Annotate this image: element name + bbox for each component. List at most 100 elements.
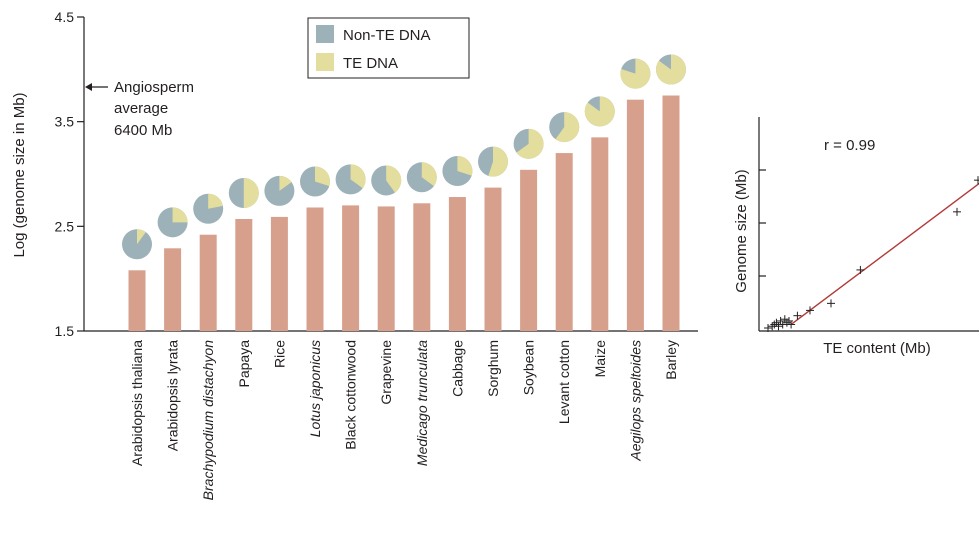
legend-box — [307, 17, 470, 79]
pie-chart — [656, 54, 686, 85]
pie-slice-te — [243, 178, 259, 209]
pie-slice-te — [421, 162, 437, 187]
pie-slice-te — [315, 166, 330, 187]
pie-slice-te — [386, 165, 402, 193]
pie-chart — [620, 58, 651, 89]
category-label: Levant cotton — [556, 340, 572, 424]
scatter-point — [827, 299, 835, 308]
pie-slice-te — [350, 164, 366, 189]
scatter-y-axis-title: Genome size (Mb) — [733, 169, 750, 292]
pie-chart — [157, 207, 188, 238]
bar — [270, 216, 288, 331]
category-label: Medicago trunculata — [414, 340, 430, 466]
scatter-point — [785, 316, 793, 325]
pie-chart — [193, 193, 224, 224]
scatter-points — [764, 176, 979, 332]
bar — [235, 219, 253, 331]
te-content-scatter-plot: Genome size (Mb) TE content (Mb) r = 0.9… — [733, 117, 979, 357]
category-label: Arabidopsis thaliana — [129, 340, 145, 466]
bar — [377, 206, 395, 331]
pie-chart — [478, 146, 509, 177]
bars — [128, 95, 680, 331]
legend-label-non-te: Non-TE DNA — [343, 27, 431, 44]
pie-slice-te — [584, 96, 615, 127]
reference-arrow-head — [85, 83, 92, 91]
category-label: Rice — [271, 340, 287, 368]
category-label: Cabbage — [449, 340, 465, 397]
bar — [199, 234, 217, 331]
bar-y-tick-label: 4.5 — [55, 9, 75, 25]
scatter-point — [787, 320, 796, 329]
pie-slice-te — [516, 128, 544, 159]
pie-chart — [442, 156, 473, 187]
scatter-point — [778, 320, 787, 329]
bar-y-ticks: 1.5 2.5 3.5 4.5 — [55, 9, 84, 339]
scatter-point — [772, 318, 781, 327]
category-label: Soybean — [521, 340, 537, 395]
pie-chart — [300, 166, 330, 197]
pie-slice-te — [555, 112, 580, 143]
pie-slice-te — [620, 58, 651, 89]
pie-chart — [513, 128, 544, 159]
pie-chart — [371, 165, 402, 196]
category-label: Papaya — [236, 340, 252, 388]
bar — [128, 270, 146, 331]
legend-swatch-non-te — [316, 25, 334, 43]
pie-chart — [584, 96, 615, 127]
legend: Non-TE DNA TE DNA — [307, 17, 470, 79]
annotation-line-3: 6400 Mb — [114, 122, 172, 139]
bar — [555, 153, 573, 331]
scatter-point — [793, 311, 802, 320]
pie-slice-te — [172, 207, 188, 223]
scatter-point — [780, 315, 789, 324]
category-label: Sorghum — [485, 340, 501, 397]
pie-slice-te — [488, 146, 509, 177]
scatter-point — [953, 207, 961, 216]
scatter-point — [806, 306, 814, 315]
bar — [306, 207, 324, 331]
pie-charts — [122, 54, 686, 260]
category-label: Lotus japonicus — [307, 340, 323, 437]
legend-label-te: TE DNA — [343, 55, 398, 72]
annotation-line-1: Angiosperm — [114, 79, 194, 96]
bar — [448, 197, 466, 331]
scatter-point — [974, 176, 979, 185]
category-label: Black cottonwood — [343, 340, 359, 450]
bar-y-tick-label: 1.5 — [55, 323, 75, 339]
angiosperm-average-annotation: Angiosperm average 6400 Mb — [85, 79, 194, 139]
pie-slice-te — [137, 229, 146, 245]
pie-slice-te — [457, 156, 473, 176]
scatter-point — [774, 322, 783, 331]
category-label: Brachypodium distachyon — [200, 340, 216, 501]
category-label: Maize — [592, 340, 608, 378]
scatter-x-axis-title: TE content (Mb) — [823, 340, 931, 357]
pie-chart — [122, 229, 152, 260]
bar-y-tick-label: 2.5 — [55, 218, 75, 234]
pie-slice-te — [279, 175, 292, 191]
correlation-annotation: r = 0.99 — [824, 137, 875, 154]
regression-line — [790, 182, 979, 326]
scatter-point — [776, 316, 785, 325]
category-label: Aegilops speltoides — [627, 340, 643, 462]
category-labels: Arabidopsis thaliana Arabidopsis lyrata Br… — [129, 340, 679, 501]
pie-chart — [335, 164, 366, 195]
annotation-line-2: average — [114, 100, 168, 117]
scatter-point — [764, 324, 772, 332]
legend-swatch-te — [316, 53, 334, 71]
bar — [484, 187, 502, 331]
bar — [164, 248, 182, 331]
category-label: Barley — [663, 340, 679, 380]
pie-chart — [549, 112, 580, 143]
scatter-point — [782, 318, 791, 327]
category-label: Arabidopsis lyrata — [165, 340, 181, 451]
bar — [342, 205, 360, 331]
bar — [591, 137, 609, 331]
bar-y-axis-title: Log (genome size in Mb) — [11, 92, 28, 257]
category-label: Grapevine — [378, 340, 394, 405]
genome-size-bar-chart: 1.5 2.5 3.5 4.5 Log (genome size in Mb) Ara… — [11, 9, 698, 500]
pie-chart — [406, 162, 437, 193]
scatter-point — [856, 265, 865, 274]
bar — [662, 95, 680, 331]
pie-chart — [264, 175, 295, 206]
